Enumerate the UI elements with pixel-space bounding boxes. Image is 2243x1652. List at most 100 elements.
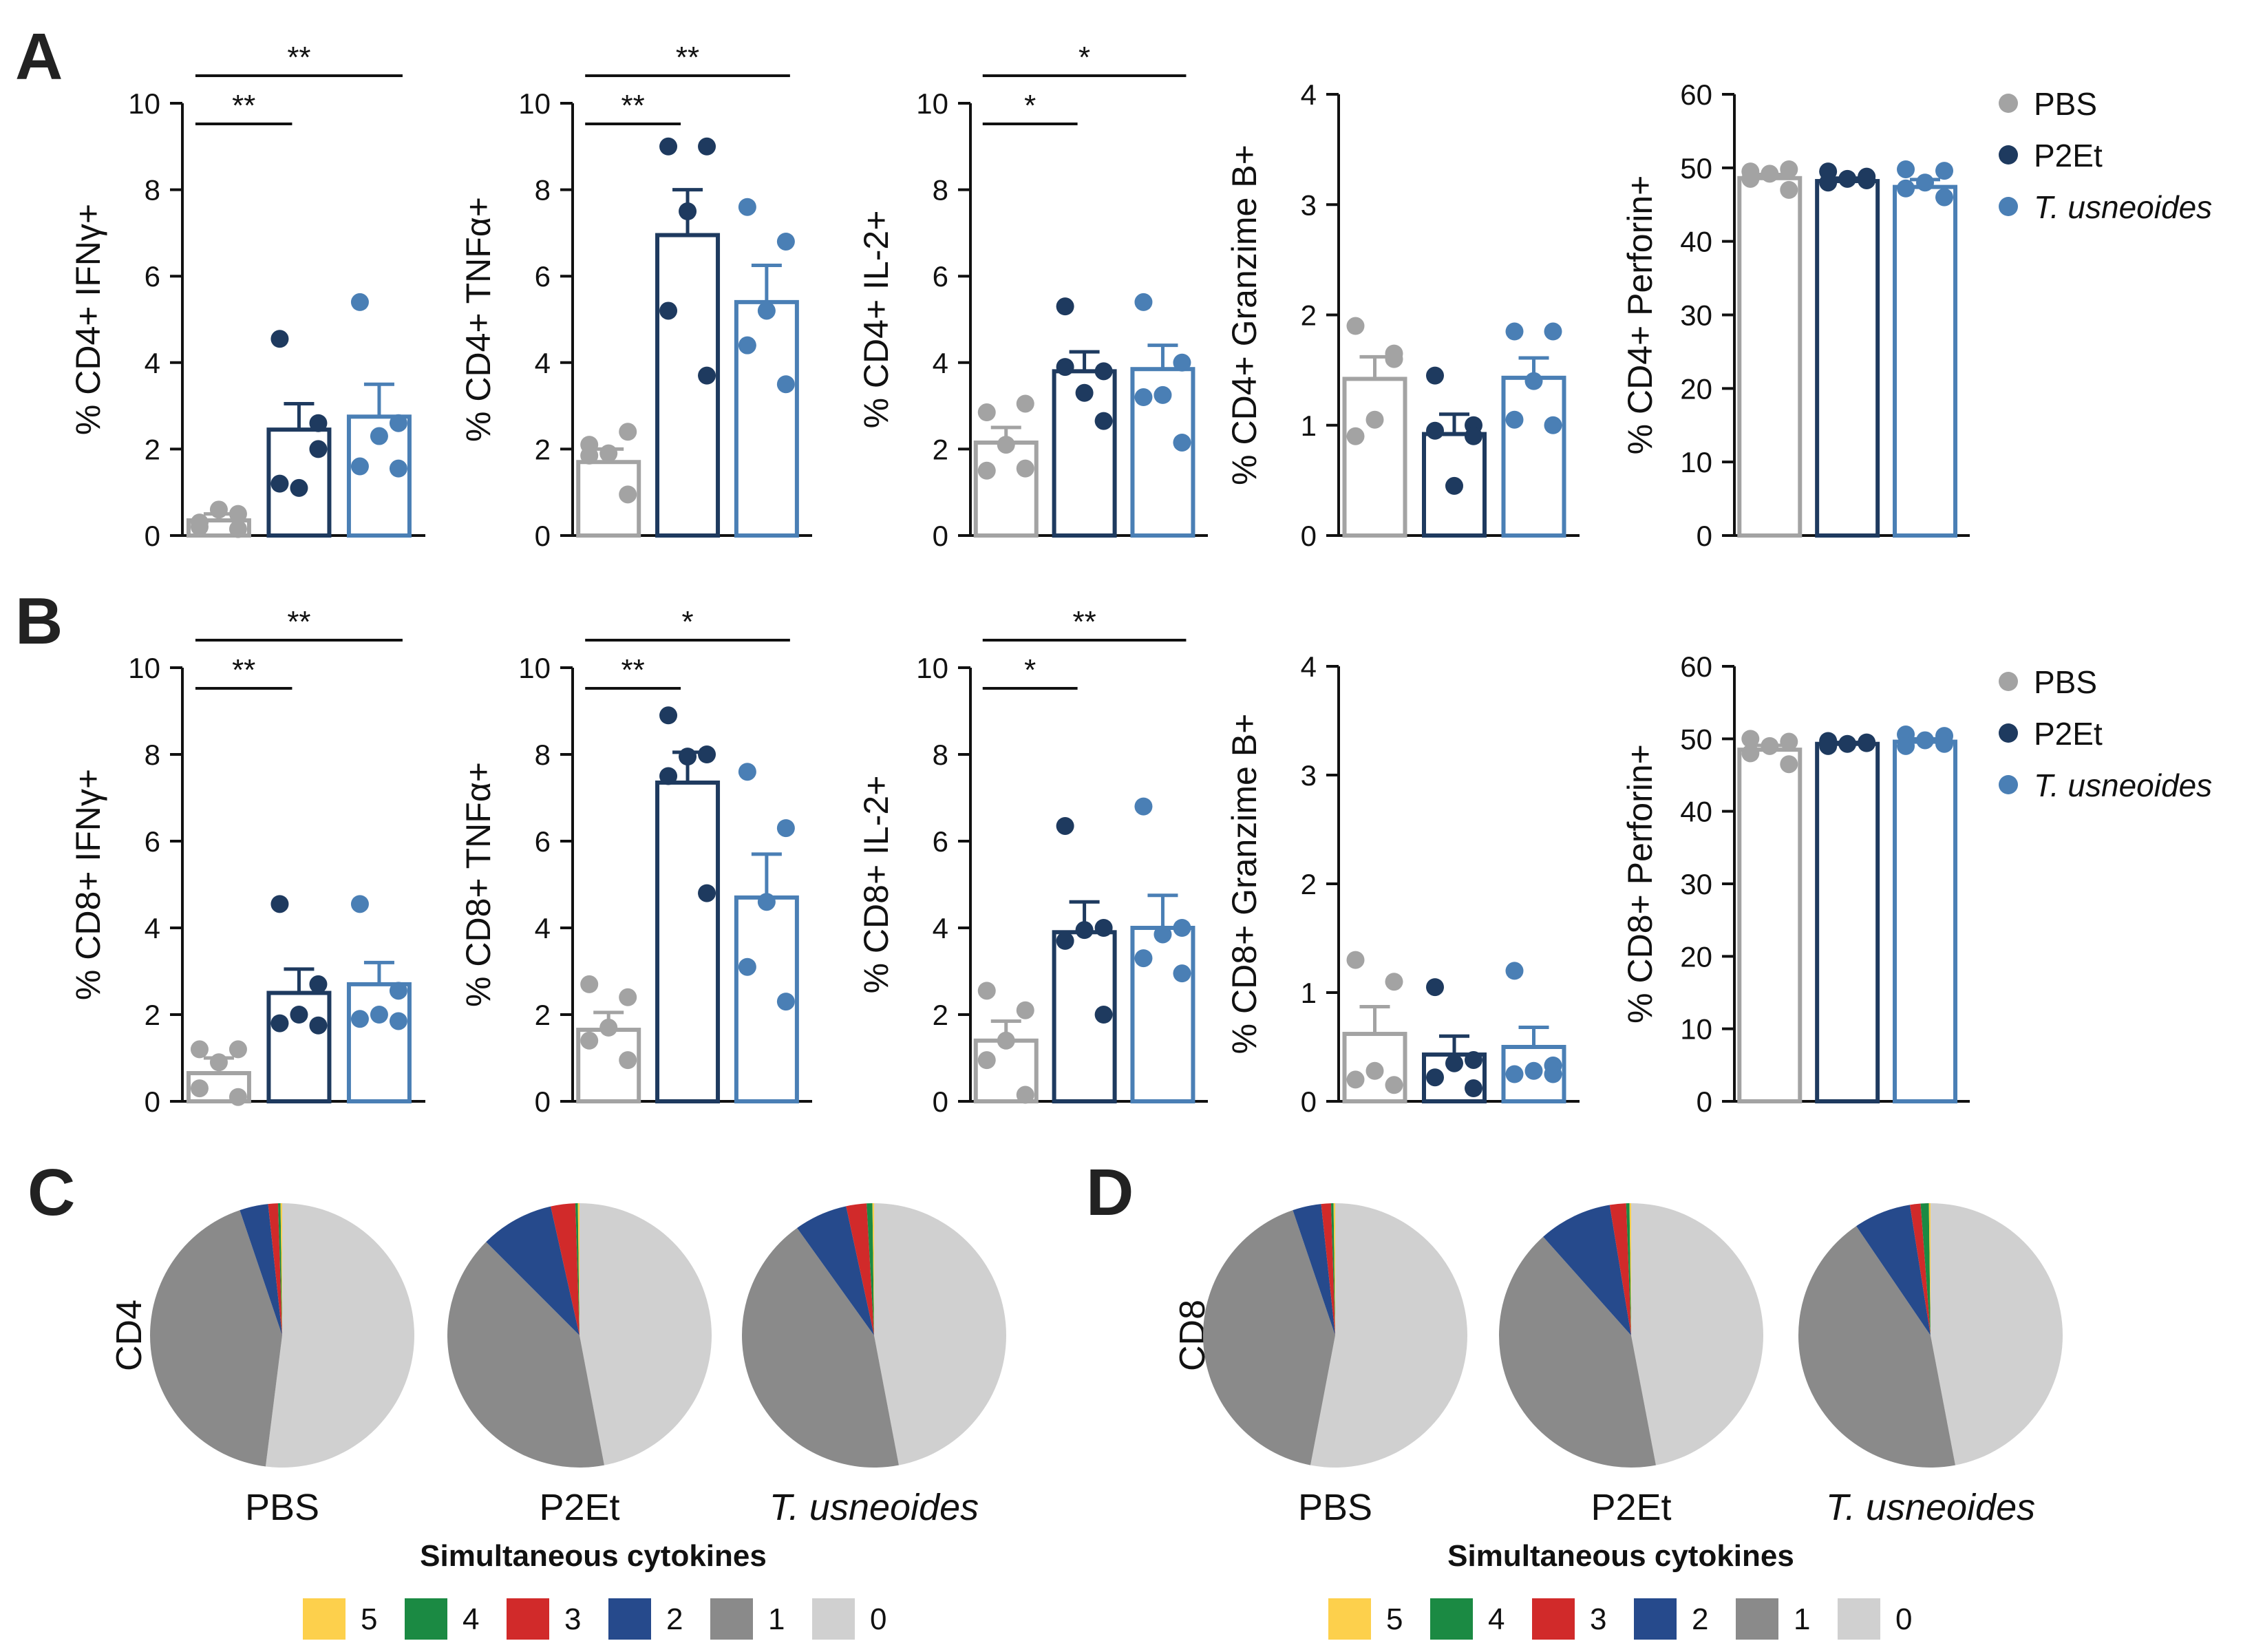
bar-p2et: [1815, 179, 1880, 538]
data-point: [350, 1010, 369, 1028]
pie-slice-pie-3: [1909, 1203, 1931, 1335]
legend-swatch-label: 5: [361, 1602, 377, 1636]
significance-label: *: [1024, 653, 1036, 687]
data-point: [1173, 353, 1191, 372]
pie-slice-pie-0: [1310, 1203, 1467, 1468]
pie-slice-pie-3: [1321, 1203, 1335, 1335]
y-tick-label: 0: [535, 520, 551, 552]
y-tick-label: 6: [535, 260, 551, 293]
legend-label: PBS: [2034, 86, 2097, 122]
data-point: [370, 1006, 388, 1024]
data-point: [270, 895, 289, 913]
y-axis-label: % CD8+ IFNγ+: [69, 769, 107, 1000]
pie-slice-pie-2: [797, 1206, 874, 1335]
y-tick-label: 10: [128, 652, 160, 684]
data-point: [619, 1051, 637, 1070]
data-point: [1154, 385, 1172, 404]
pie-label: P2Et: [1591, 1487, 1671, 1528]
data-point: [1858, 734, 1876, 752]
legend-label: PBS: [2034, 664, 2097, 700]
y-axis-label: % CD4+ TNFα+: [459, 197, 498, 442]
row-label: CD4: [109, 1300, 149, 1371]
legend-marker: [1999, 145, 2018, 165]
data-point: [1761, 165, 1779, 183]
y-axis-label: % CD4+ Granzime B+: [1225, 145, 1264, 485]
legend-marker: [1999, 197, 2018, 216]
data-point: [1505, 410, 1524, 429]
y-tick-label: 10: [916, 652, 948, 684]
legend-label: P2Et: [2034, 716, 2103, 752]
y-tick-label: 10: [518, 652, 551, 684]
data-point: [209, 500, 228, 519]
y-axis-label: % CD4+ IL-2+: [857, 211, 895, 429]
data-point: [1838, 734, 1857, 753]
data-point: [1445, 1054, 1463, 1072]
y-tick-label: 2: [933, 433, 948, 465]
data-point: [698, 366, 716, 385]
data-point: [1173, 964, 1191, 983]
y-tick-label: 6: [933, 260, 948, 293]
data-point: [1819, 173, 1838, 192]
y-tick-label: 0: [1301, 520, 1317, 552]
legend-swatch-label: 2: [1692, 1602, 1708, 1636]
y-tick-label: 8: [535, 174, 551, 206]
data-point: [977, 461, 996, 480]
y-tick-label: 8: [145, 739, 160, 771]
y-tick-label: 8: [535, 739, 551, 771]
y-axis-label: % CD4+ IFNγ+: [69, 204, 107, 435]
pie-label: T. usneoides: [1826, 1487, 2035, 1528]
data-point: [1935, 734, 1954, 753]
pie-label: P2Et: [539, 1487, 619, 1528]
data-point: [1426, 421, 1444, 440]
data-point: [1346, 951, 1365, 969]
significance-label: **: [621, 89, 644, 123]
data-point: [1897, 737, 1915, 755]
data-point: [698, 745, 716, 763]
y-tick-label: 1: [1301, 410, 1317, 442]
legend-swatch: [1838, 1598, 1880, 1640]
legend-swatch: [1328, 1598, 1371, 1640]
data-point: [389, 459, 407, 478]
data-point: [580, 975, 599, 993]
data-point: [209, 1053, 228, 1072]
legend-swatch: [608, 1598, 651, 1640]
data-point: [659, 301, 678, 320]
y-tick-label: 20: [1680, 940, 1712, 973]
pie-slice-pie-5: [1928, 1203, 1931, 1335]
data-point: [1016, 459, 1034, 478]
y-tick-label: 10: [1680, 446, 1712, 478]
data-point: [1134, 797, 1153, 816]
data-point: [738, 957, 756, 976]
data-point: [1741, 730, 1760, 748]
chart-a5: 0 10 20 30 40 50 60 % CD4+ Perforin+: [1621, 78, 1970, 552]
data-point: [580, 1031, 599, 1050]
bar-pbs: [1737, 748, 1803, 1103]
bar-pbs: [1737, 176, 1803, 538]
pie-slice-pie-3: [846, 1203, 874, 1335]
y-tick-label: 2: [535, 999, 551, 1031]
data-point: [599, 1018, 618, 1037]
pie-slice-pie-5: [577, 1203, 580, 1335]
significance-label: **: [287, 41, 310, 74]
data-point: [1365, 1061, 1384, 1080]
pie-slice-pie-4: [277, 1203, 282, 1335]
y-tick-label: 4: [145, 912, 160, 944]
data-point: [1916, 731, 1935, 750]
data-point: [1544, 322, 1562, 341]
panel-label-D: D: [1086, 1156, 1134, 1229]
data-point: [370, 427, 388, 445]
data-point: [659, 767, 678, 785]
pie-slice-pie-0: [580, 1203, 712, 1465]
pie-slice-pie-5: [872, 1203, 874, 1335]
legend-swatch-label: 0: [870, 1602, 886, 1636]
legend-marker: [1999, 94, 2018, 113]
y-tick-label: 0: [933, 1086, 948, 1118]
data-point: [1173, 433, 1191, 452]
pie-slice-pie-1: [742, 1227, 899, 1468]
data-point: [1056, 931, 1074, 950]
data-point: [698, 884, 716, 902]
y-tick-label: 60: [1680, 78, 1712, 111]
y-tick-label: 3: [1301, 189, 1317, 221]
pie-slice-pie-0: [1631, 1203, 1763, 1465]
data-point: [977, 403, 996, 422]
